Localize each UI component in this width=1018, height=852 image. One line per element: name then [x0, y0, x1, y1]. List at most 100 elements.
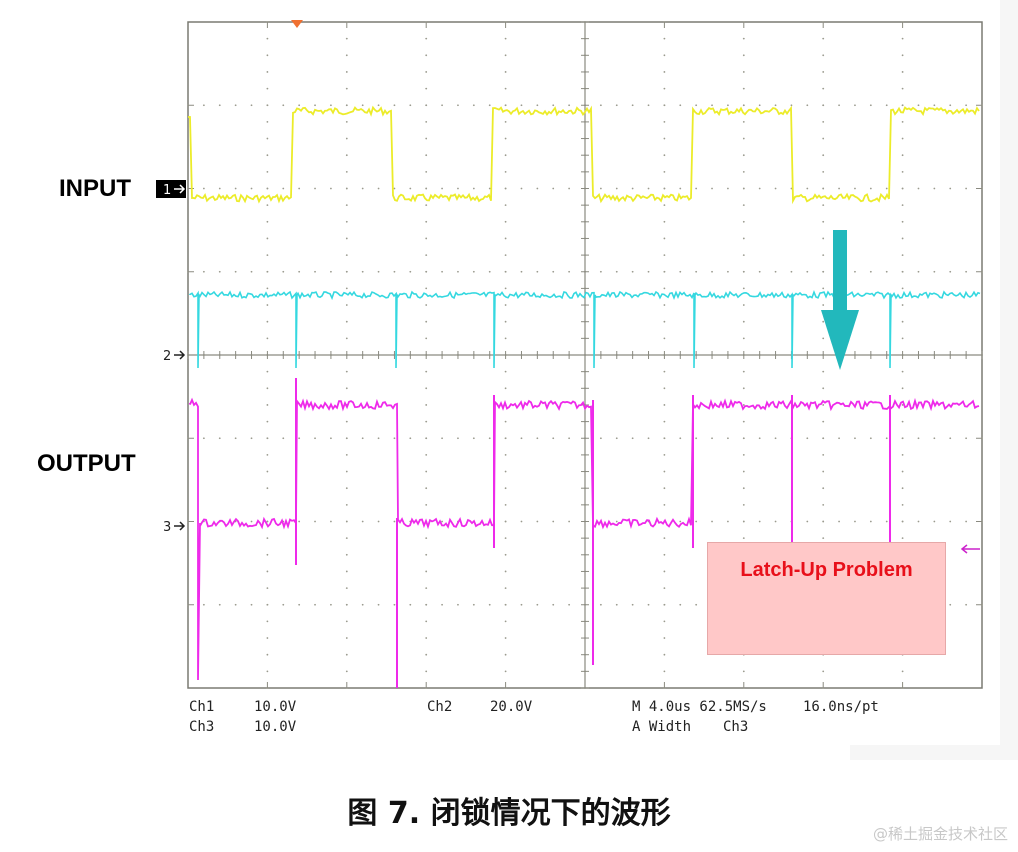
- grid-dot: [647, 187, 650, 190]
- grid-dot: [663, 170, 666, 173]
- grid-dot: [854, 270, 856, 273]
- grid-dot: [901, 104, 904, 107]
- grid-dot: [695, 270, 698, 273]
- grid-dot: [266, 653, 269, 656]
- grid-dot: [504, 587, 507, 589]
- grid-dot: [504, 270, 507, 273]
- grid-dot: [901, 470, 904, 473]
- grid-dot: [504, 487, 507, 490]
- output-label: OUTPUT: [37, 450, 136, 477]
- grid-dot: [965, 520, 968, 523]
- grid-dot: [758, 520, 761, 523]
- grid-dot: [901, 170, 904, 173]
- grid-dot: [345, 420, 348, 423]
- grid-dot: [266, 87, 269, 90]
- grid-dot: [695, 104, 698, 107]
- grid-dot: [345, 304, 348, 306]
- input-label: INPUT: [59, 175, 131, 202]
- grid-dot: [202, 437, 205, 440]
- ch2-label: Ch2: [427, 699, 452, 715]
- grid-dot: [599, 437, 602, 440]
- grid-dot: [663, 121, 666, 123]
- grid-dot: [298, 187, 301, 190]
- grid-dot: [663, 37, 666, 40]
- grid-dot: [599, 104, 602, 107]
- grid-dot: [727, 437, 729, 440]
- grid-dot: [504, 121, 507, 123]
- grid-dot: [790, 270, 793, 273]
- grid-dot: [266, 420, 269, 423]
- grid-dot: [806, 437, 809, 440]
- grid-dot: [504, 437, 507, 440]
- channel-1-arrow-icon: [174, 184, 186, 194]
- grid-dot: [345, 237, 348, 240]
- grid-dot: [869, 270, 872, 273]
- grid-dot: [234, 187, 237, 190]
- grid-dot: [568, 437, 571, 440]
- grid-dot: [345, 137, 348, 140]
- grid-dot: [822, 54, 825, 57]
- grid-dot: [742, 487, 745, 490]
- grid-dot: [901, 454, 904, 456]
- grid-dot: [965, 603, 968, 606]
- grid-dot: [266, 270, 269, 273]
- grid-dot: [266, 37, 269, 40]
- grid-dot: [901, 503, 904, 506]
- grid-dot: [742, 220, 745, 223]
- grid-dot: [742, 254, 745, 256]
- grid-dot: [504, 603, 507, 606]
- grid-dot: [393, 437, 396, 440]
- grid-dot: [901, 254, 904, 256]
- grid-dot: [949, 603, 952, 606]
- grid-dot: [901, 387, 904, 390]
- grid-dot: [901, 537, 904, 540]
- grid-dot: [504, 187, 507, 190]
- grid-dot: [742, 54, 745, 57]
- grid-dot: [330, 187, 332, 190]
- grid-dot: [504, 304, 507, 306]
- grid-dot: [663, 104, 666, 107]
- grid-dot: [901, 37, 904, 40]
- grid-dot: [282, 437, 285, 440]
- grid-dot: [742, 71, 745, 73]
- grid-dot: [742, 370, 745, 373]
- grid-dot: [663, 387, 666, 390]
- grid-dot: [742, 320, 745, 323]
- grid-dot: [345, 387, 348, 390]
- grid-dot: [679, 187, 682, 190]
- grid-dot: [520, 104, 523, 107]
- grid-dot: [282, 104, 285, 107]
- grid-dot: [266, 320, 269, 323]
- grid-dot: [536, 603, 539, 606]
- grid-dot: [663, 370, 666, 373]
- grid-dot: [314, 270, 316, 273]
- ch2-scale: 20.0V: [490, 699, 533, 715]
- grid-dot: [679, 520, 682, 523]
- grid-dot: [615, 270, 618, 273]
- channel-2-arrow-icon: [174, 350, 186, 360]
- trace-ch1-input: [188, 105, 980, 205]
- grid-dot: [266, 454, 269, 456]
- grid-dot: [266, 387, 269, 390]
- grid-dot: [457, 603, 459, 606]
- grid-dot: [218, 104, 221, 107]
- grid-dot: [631, 187, 634, 190]
- grid-dot: [266, 121, 269, 123]
- grid-dot: [822, 487, 825, 490]
- channel-1-marker: 1: [163, 183, 171, 198]
- grid-dot: [901, 337, 904, 340]
- grid-dot: [901, 237, 904, 240]
- grid-dot: [822, 537, 825, 540]
- grid-dot: [504, 370, 507, 373]
- grid-dot: [504, 37, 507, 40]
- grid-dot: [822, 503, 825, 506]
- grid-dot: [742, 287, 745, 290]
- grid-dot: [345, 587, 348, 589]
- grid-dot: [425, 220, 428, 223]
- grid-dot: [361, 520, 364, 523]
- grid-dot: [345, 370, 348, 373]
- grid-dot: [901, 137, 904, 140]
- grid-dot: [425, 637, 428, 639]
- grid-dot: [758, 187, 761, 190]
- resolution-readout: 16.0ns/pt: [803, 699, 879, 715]
